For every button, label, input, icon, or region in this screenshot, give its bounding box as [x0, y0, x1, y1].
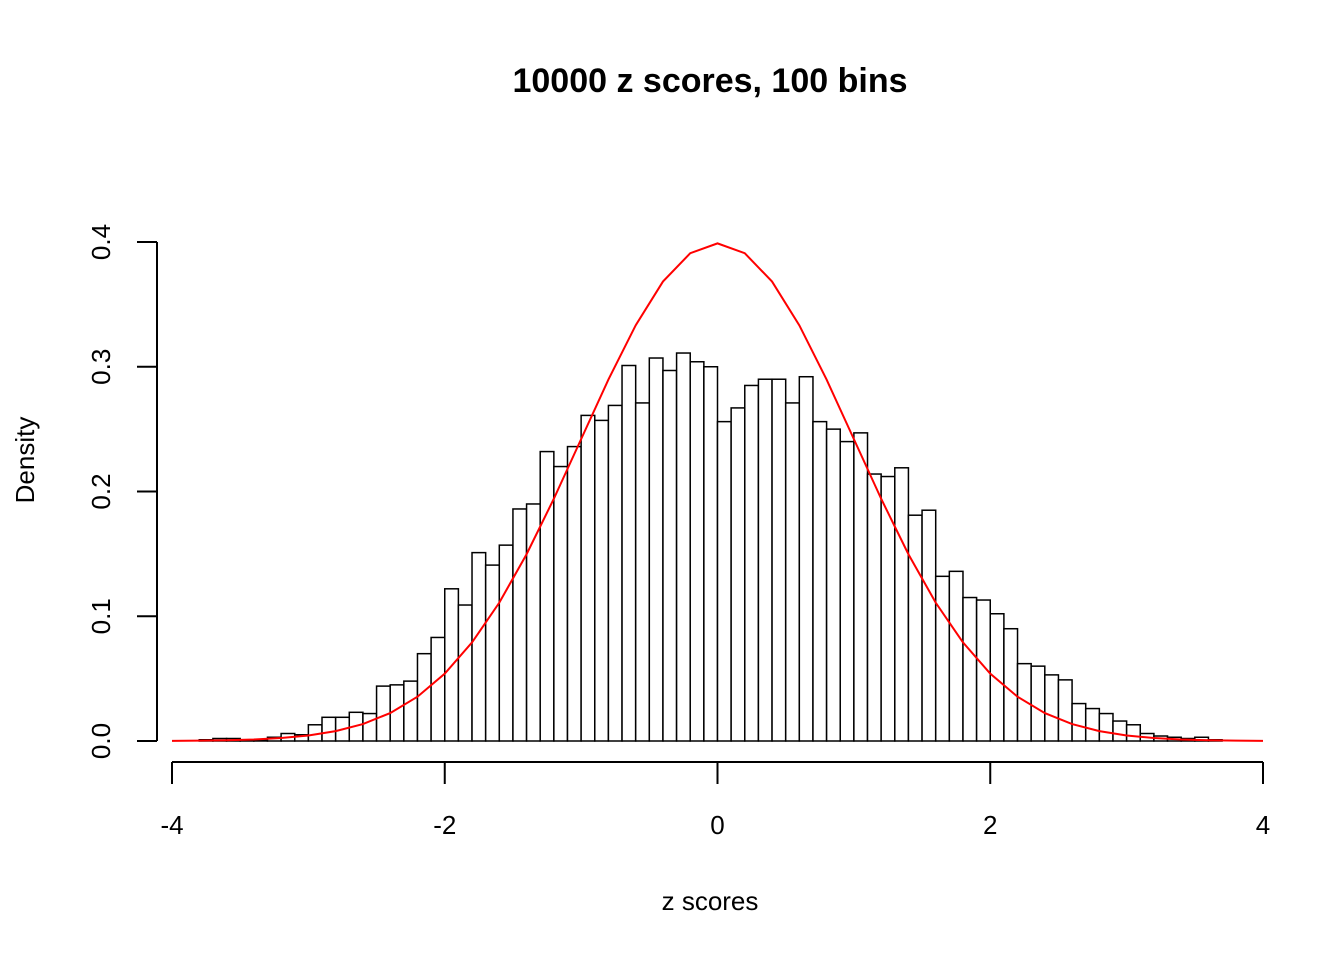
- bar: [934, 575, 951, 742]
- bar: [771, 378, 787, 742]
- bar: [689, 361, 705, 742]
- x-tick-label: 0: [710, 810, 724, 840]
- bar: [757, 378, 773, 742]
- bar: [512, 508, 528, 742]
- y-tick-label: 0.0: [86, 723, 116, 759]
- bar: [894, 467, 910, 742]
- bar: [566, 445, 582, 742]
- bar: [362, 712, 378, 742]
- bar: [907, 514, 923, 742]
- bar: [1125, 724, 1142, 742]
- y-tick-label: 0.2: [86, 473, 116, 509]
- x-tick-label: -2: [433, 810, 456, 840]
- bar: [648, 357, 664, 742]
- x-tick-label: -4: [160, 810, 183, 840]
- bar: [839, 440, 855, 742]
- bar: [430, 636, 446, 742]
- bar: [594, 419, 610, 742]
- y-axis-label: Density: [10, 417, 40, 504]
- bar: [784, 402, 801, 742]
- bar: [634, 402, 651, 742]
- bar: [498, 544, 514, 742]
- density-curve: [171, 242, 1264, 742]
- bar: [921, 509, 937, 742]
- bar: [730, 407, 746, 742]
- bar: [716, 420, 732, 742]
- bar: [880, 475, 896, 742]
- bar: [1071, 702, 1087, 742]
- bar: [471, 551, 487, 742]
- x-tick-label: 2: [983, 810, 997, 840]
- bar: [1016, 662, 1032, 742]
- bar: [621, 364, 637, 742]
- bar: [989, 613, 1005, 742]
- x-tick-label: 4: [1256, 810, 1270, 840]
- bar: [825, 428, 841, 742]
- bar: [662, 369, 678, 742]
- y-tick-label: 0.4: [86, 224, 116, 260]
- bar: [580, 414, 596, 742]
- bar: [457, 604, 473, 742]
- chart-title: 10000 z scores, 100 bins: [512, 62, 907, 100]
- bar: [416, 652, 432, 742]
- x-axis-label: z scores: [662, 886, 759, 916]
- y-tick-label: 0.1: [86, 598, 116, 634]
- bar: [948, 570, 964, 742]
- bar: [539, 450, 555, 742]
- bar: [607, 404, 623, 742]
- bar: [962, 596, 978, 742]
- bar: [866, 473, 882, 742]
- bar: [484, 564, 501, 742]
- bar: [1112, 720, 1128, 742]
- bar: [798, 375, 814, 742]
- bar: [403, 680, 419, 742]
- bar: [553, 465, 569, 742]
- bar: [812, 420, 828, 742]
- bar: [1057, 679, 1073, 742]
- bar: [1084, 707, 1101, 742]
- y-tick-label: 0.3: [86, 349, 116, 385]
- bar: [1030, 665, 1046, 742]
- bar: [853, 432, 869, 742]
- bar: [321, 716, 337, 742]
- bar: [675, 352, 691, 742]
- bar: [703, 366, 719, 742]
- bar: [744, 384, 760, 742]
- bar: [1098, 712, 1114, 742]
- bar: [1044, 674, 1060, 742]
- bar: [1003, 627, 1019, 742]
